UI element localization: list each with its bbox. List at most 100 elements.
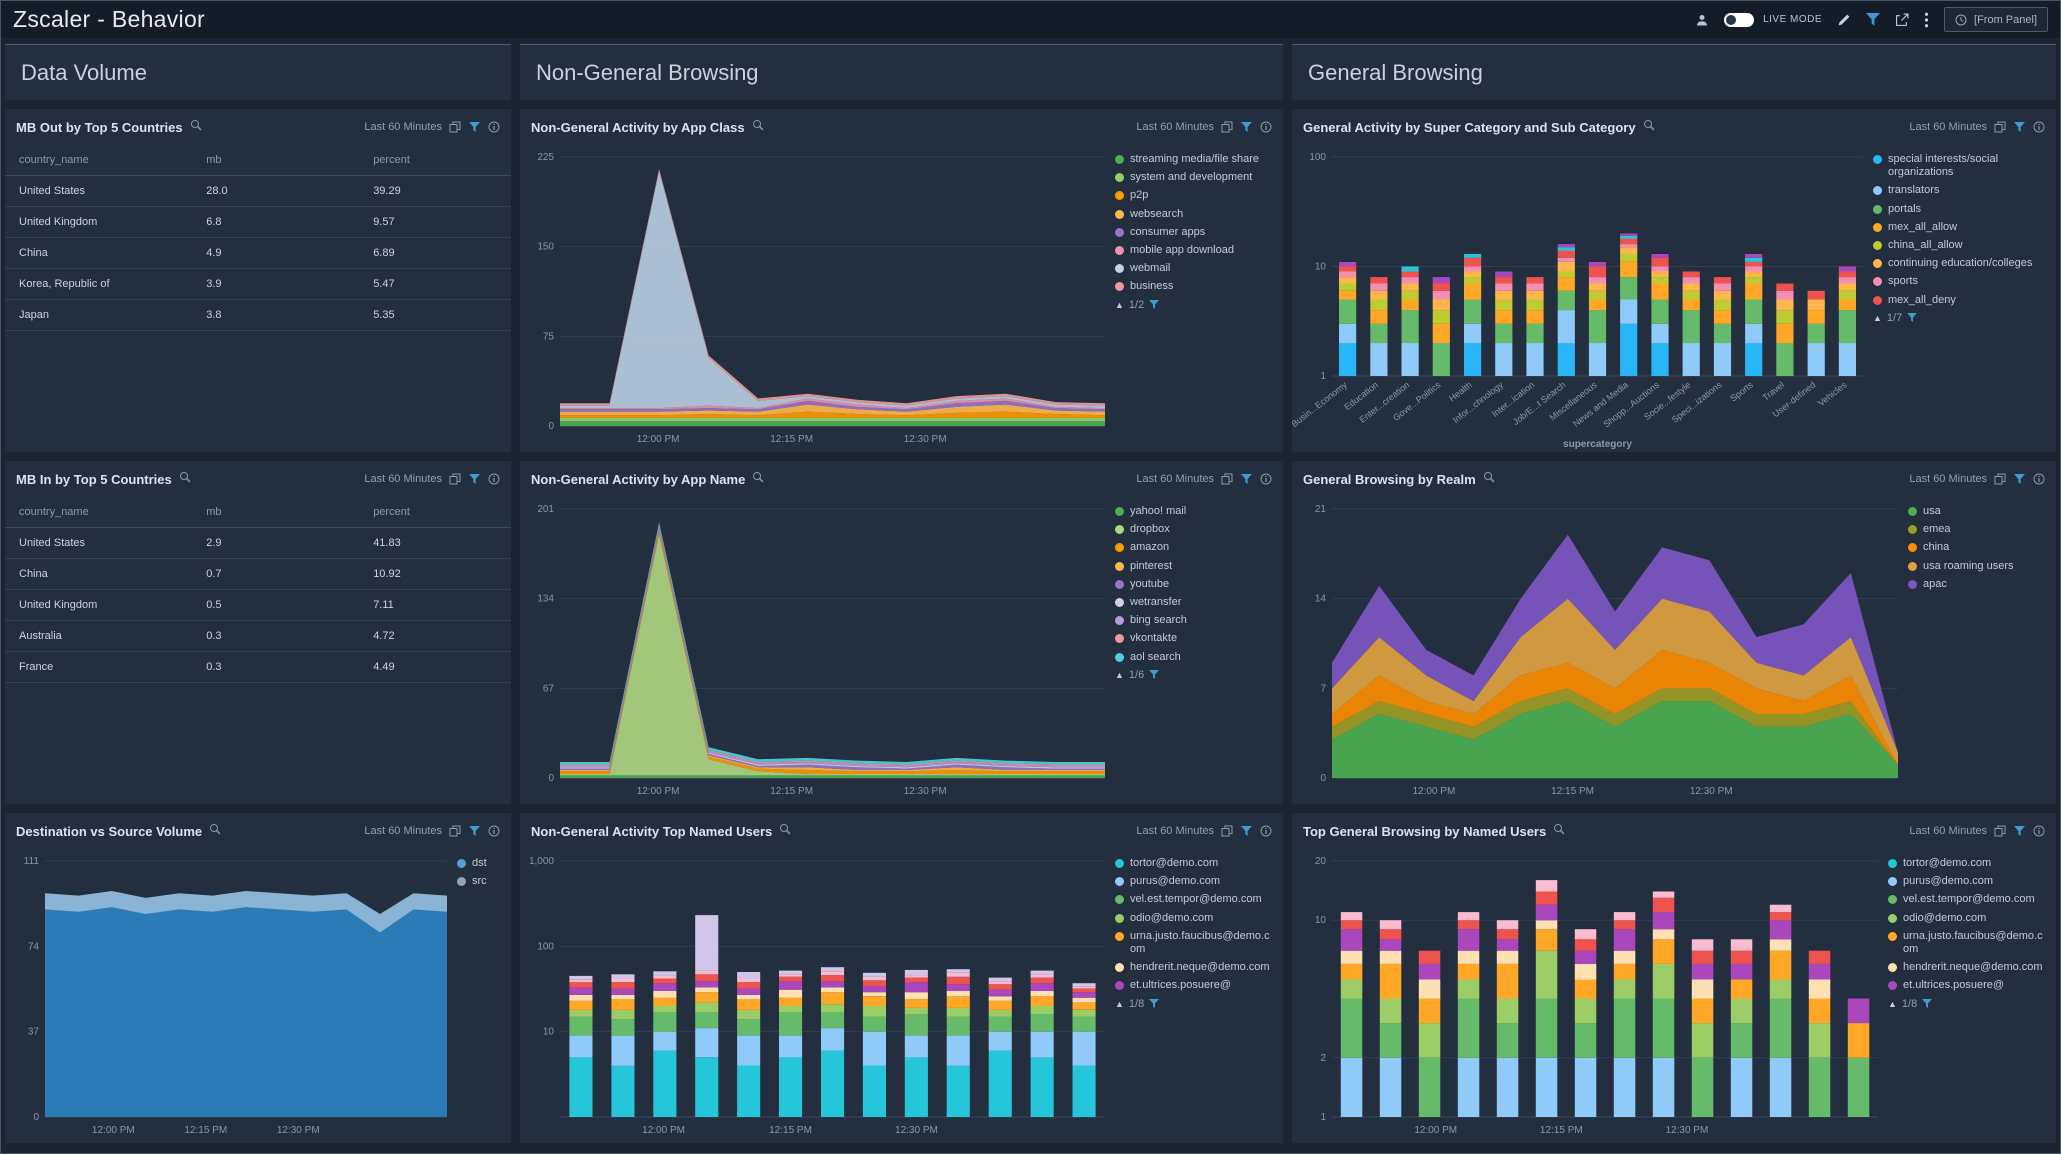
zoom-icon[interactable] bbox=[1553, 822, 1565, 840]
zoom-icon[interactable] bbox=[779, 822, 791, 840]
legend-item[interactable]: odio@demo.com bbox=[1888, 912, 2048, 925]
chart-supercategory[interactable]: 1 10 100 Busin...Economy Education Enter...cr… bbox=[1289, 145, 1871, 452]
info-icon[interactable] bbox=[1260, 473, 1272, 485]
time-range-label[interactable]: Last 60 Minutes bbox=[364, 121, 442, 133]
legend-item[interactable]: translators bbox=[1873, 184, 2048, 197]
copy-icon[interactable] bbox=[1221, 121, 1233, 133]
info-icon[interactable] bbox=[488, 121, 500, 133]
share-icon[interactable] bbox=[1895, 13, 1909, 27]
user-icon[interactable] bbox=[1695, 13, 1709, 27]
legend-item[interactable]: src bbox=[457, 875, 503, 888]
info-icon[interactable] bbox=[2033, 473, 2045, 485]
legend-item[interactable]: portals bbox=[1873, 203, 2048, 216]
chart-realm[interactable]: 0 7 14 21 12:00 PM 12:15 PM 12:30 PM bbox=[1292, 497, 1906, 804]
panel-filter-icon[interactable] bbox=[1241, 825, 1252, 837]
chart-app-name[interactable]: 0 67 134 201 12:00 PM 12:15 PM 12:30 PM bbox=[520, 497, 1113, 804]
legend-item[interactable]: hendrerit.neque@demo.com bbox=[1115, 961, 1275, 974]
time-range-label[interactable]: Last 60 Minutes bbox=[1909, 825, 1987, 837]
legend-item[interactable]: et.ultrices.posuere@ bbox=[1888, 979, 2048, 992]
info-icon[interactable] bbox=[488, 825, 500, 837]
legend-item[interactable]: usa bbox=[1908, 505, 2048, 518]
panel-filter-icon[interactable] bbox=[1241, 121, 1252, 133]
legend-item[interactable]: youtube bbox=[1115, 578, 1275, 591]
chart-ng-named-users[interactable]: 10 100 1,000 12:00 PM 12:15 PM 12:30 PM bbox=[520, 849, 1113, 1143]
page-up-icon[interactable]: ▲ bbox=[1873, 312, 1882, 323]
legend-item[interactable]: webmail bbox=[1115, 262, 1275, 275]
legend-item[interactable]: mex_all_allow bbox=[1873, 221, 2048, 234]
time-range-label[interactable]: Last 60 Minutes bbox=[1909, 473, 1987, 485]
legend-item[interactable]: china_all_allow bbox=[1873, 239, 2048, 252]
panel-filter-icon[interactable] bbox=[469, 825, 480, 837]
legend-item[interactable]: vel.est.tempor@demo.com bbox=[1115, 893, 1275, 906]
copy-icon[interactable] bbox=[1994, 121, 2006, 133]
time-range-label[interactable]: Last 60 Minutes bbox=[1909, 121, 1987, 133]
column-header[interactable]: country_name bbox=[5, 145, 193, 176]
chart-dst-vs-src[interactable]: 0 37 74 111 12:00 PM 12:15 PM 12:30 PM bbox=[5, 849, 455, 1143]
zoom-icon[interactable] bbox=[190, 118, 202, 136]
from-panel-select[interactable]: [From Panel] bbox=[1944, 7, 2048, 32]
copy-icon[interactable] bbox=[1221, 825, 1233, 837]
chart-top-named-users[interactable]: 1 2 10 20 12:00 PM 12:15 PM 12:30 PM bbox=[1292, 849, 1886, 1143]
column-header[interactable]: percent bbox=[359, 497, 511, 528]
legend-filter-icon[interactable] bbox=[1149, 669, 1160, 680]
live-mode-toggle[interactable] bbox=[1724, 12, 1755, 27]
time-range-label[interactable]: Last 60 Minutes bbox=[1136, 121, 1214, 133]
filter-icon[interactable] bbox=[1866, 12, 1881, 27]
copy-icon[interactable] bbox=[1221, 473, 1233, 485]
copy-icon[interactable] bbox=[449, 825, 461, 837]
legend-pagination[interactable]: ▲ 1/2 bbox=[1115, 299, 1275, 311]
legend-item[interactable]: websearch bbox=[1115, 208, 1275, 221]
legend-filter-icon[interactable] bbox=[1922, 998, 1933, 1009]
legend-item[interactable]: pinterest bbox=[1115, 560, 1275, 573]
column-header[interactable]: country_name bbox=[5, 497, 193, 528]
legend-item[interactable]: urna.justo.faucibus@demo.com bbox=[1888, 930, 2048, 956]
legend-item[interactable]: wetransfer bbox=[1115, 596, 1275, 609]
legend-item[interactable]: p2p bbox=[1115, 189, 1275, 202]
legend-item[interactable]: hendrerit.neque@demo.com bbox=[1888, 961, 2048, 974]
panel-filter-icon[interactable] bbox=[2014, 121, 2025, 133]
time-range-label[interactable]: Last 60 Minutes bbox=[364, 825, 442, 837]
panel-filter-icon[interactable] bbox=[2014, 473, 2025, 485]
copy-icon[interactable] bbox=[1994, 825, 2006, 837]
more-menu-icon[interactable] bbox=[1924, 12, 1929, 28]
chart-app-class[interactable]: 0 75 150 225 12:00 PM 12:15 PM 12:30 PM bbox=[520, 145, 1113, 452]
copy-icon[interactable] bbox=[1994, 473, 2006, 485]
zoom-icon[interactable] bbox=[209, 822, 221, 840]
legend-item[interactable]: tortor@demo.com bbox=[1115, 857, 1275, 870]
legend-filter-icon[interactable] bbox=[1907, 312, 1918, 323]
panel-filter-icon[interactable] bbox=[469, 473, 480, 485]
time-range-label[interactable]: Last 60 Minutes bbox=[364, 473, 442, 485]
legend-item[interactable]: apac bbox=[1908, 578, 2048, 591]
legend-item[interactable]: odio@demo.com bbox=[1115, 912, 1275, 925]
legend-item[interactable]: purus@demo.com bbox=[1115, 875, 1275, 888]
page-up-icon[interactable]: ▲ bbox=[1115, 669, 1124, 680]
time-range-label[interactable]: Last 60 Minutes bbox=[1136, 473, 1214, 485]
page-up-icon[interactable]: ▲ bbox=[1115, 998, 1124, 1009]
panel-filter-icon[interactable] bbox=[2014, 825, 2025, 837]
legend-pagination[interactable]: ▲ 1/8 bbox=[1115, 998, 1275, 1010]
info-icon[interactable] bbox=[1260, 121, 1272, 133]
panel-filter-icon[interactable] bbox=[1241, 473, 1252, 485]
legend-item[interactable]: bing search bbox=[1115, 614, 1275, 627]
legend-item[interactable]: streaming media/file share bbox=[1115, 153, 1275, 166]
info-icon[interactable] bbox=[2033, 121, 2045, 133]
zoom-icon[interactable] bbox=[1643, 118, 1655, 136]
legend-item[interactable]: mex_all_deny bbox=[1873, 294, 2048, 307]
legend-filter-icon[interactable] bbox=[1149, 299, 1160, 310]
legend-item[interactable]: usa roaming users bbox=[1908, 560, 2048, 573]
legend-item[interactable]: urna.justo.faucibus@demo.com bbox=[1115, 930, 1275, 956]
info-icon[interactable] bbox=[2033, 825, 2045, 837]
legend-filter-icon[interactable] bbox=[1149, 998, 1160, 1009]
legend-item[interactable]: tortor@demo.com bbox=[1888, 857, 2048, 870]
legend-item[interactable]: continuing education/colleges bbox=[1873, 257, 2048, 270]
copy-icon[interactable] bbox=[449, 121, 461, 133]
legend-item[interactable]: sports bbox=[1873, 275, 2048, 288]
legend-pagination[interactable]: ▲ 1/7 bbox=[1873, 312, 2048, 324]
zoom-icon[interactable] bbox=[1483, 470, 1495, 488]
legend-item[interactable]: consumer apps bbox=[1115, 226, 1275, 239]
column-header[interactable]: mb bbox=[192, 145, 360, 176]
column-header[interactable]: mb bbox=[192, 497, 360, 528]
legend-item[interactable]: et.ultrices.posuere@ bbox=[1115, 979, 1275, 992]
legend-item[interactable]: china bbox=[1908, 541, 2048, 554]
legend-item[interactable]: mobile app download bbox=[1115, 244, 1275, 257]
